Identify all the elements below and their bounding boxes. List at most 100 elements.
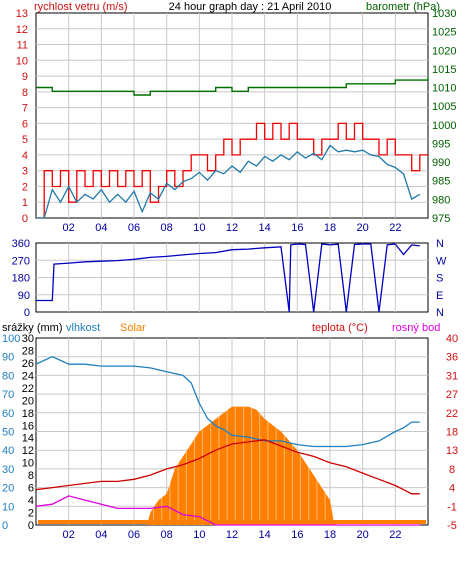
temperature-tick-label: 22 bbox=[446, 408, 458, 420]
rain-tick-label: 26 bbox=[22, 358, 34, 370]
wind-speed-tick-label: 3 bbox=[22, 166, 28, 178]
barometer-tick-label: 980 bbox=[432, 194, 450, 206]
rain-tick-label: 14 bbox=[22, 433, 34, 445]
direction-compass-tick-label: W bbox=[436, 255, 447, 267]
multi-panel-x-ticks: 02 04 06 08 10 12 14 16 18 20 22 bbox=[63, 529, 402, 541]
rain-tick-label: 4 bbox=[28, 495, 34, 507]
direction-degree-tick-label: 0 bbox=[24, 307, 30, 319]
direction-compass-tick-label: N bbox=[436, 307, 444, 319]
wind-speed-tick-label: 5 bbox=[22, 134, 28, 146]
wind-panel-x-ticks: 02 04 06 08 10 12 14 16 18 20 22 bbox=[63, 222, 402, 234]
wind-panel-x-tick-label: 14 bbox=[259, 222, 271, 234]
wind-panel-x-tick-label: 04 bbox=[95, 222, 107, 234]
humidity-axis-label: vlhkost bbox=[66, 322, 100, 334]
barometer-tick-label: 995 bbox=[432, 138, 450, 150]
humidity-ticks: 0 10 20 30 40 50 60 70 80 90 100 bbox=[2, 333, 20, 532]
humidity-tick-label: 80 bbox=[2, 370, 14, 382]
rain-tick-label: 18 bbox=[22, 408, 34, 420]
rain-tick-label: 28 bbox=[22, 345, 34, 357]
temperature-tick-label: 27 bbox=[446, 389, 458, 401]
barometer-line bbox=[36, 76, 429, 96]
solar-area bbox=[36, 406, 428, 525]
wind-speed-tick-label: 4 bbox=[22, 150, 28, 162]
barometer-tick-label: 1010 bbox=[432, 83, 456, 95]
direction-compass-tick-label: E bbox=[436, 290, 443, 302]
humidity-tick-label: 100 bbox=[2, 333, 20, 345]
wind-speed-tick-label: 12 bbox=[16, 24, 28, 36]
barometer-tick-label: 975 bbox=[432, 213, 450, 225]
wind-speed-tick-label: 1 bbox=[22, 197, 28, 209]
wind-panel-x-tick-label: 16 bbox=[291, 222, 303, 234]
wind-panel-x-tick-label: 20 bbox=[357, 222, 369, 234]
wind-average-line bbox=[36, 144, 421, 219]
wind-speed-axis-label: rychlost vetru (m/s) bbox=[34, 1, 128, 13]
barometer-tick-label: 1030 bbox=[432, 8, 456, 20]
direction-degree-ticks: 0 90 180 270 360 bbox=[12, 238, 30, 319]
multi-panel-x-tick-label: 18 bbox=[324, 529, 336, 541]
barometer-tick-label: 1015 bbox=[432, 64, 456, 76]
rain-tick-label: 22 bbox=[22, 383, 34, 395]
chart-title: 24 hour graph day : 21 April 2010 bbox=[169, 1, 332, 13]
multi-panel-x-tick-label: 14 bbox=[259, 529, 271, 541]
wind-speed-tick-label: 7 bbox=[22, 103, 28, 115]
multi-panel-x-tick-label: 04 bbox=[95, 529, 107, 541]
multi-panel-x-tick-label: 02 bbox=[63, 529, 75, 541]
wind-panel-x-tick-label: 12 bbox=[226, 222, 238, 234]
direction-compass-tick-label: N bbox=[436, 238, 444, 250]
rain-tick-label: 6 bbox=[28, 483, 34, 495]
wind-panel-x-tick-label: 18 bbox=[324, 222, 336, 234]
temperature-tick-label: 4 bbox=[449, 483, 455, 495]
wind-speed-tick-label: 11 bbox=[17, 40, 28, 52]
dewpoint-axis-label: rosný bod bbox=[392, 322, 440, 334]
wind-speed-tick-label: 8 bbox=[22, 87, 28, 99]
wind-speed-tick-label: 0 bbox=[22, 213, 28, 225]
multi-panel-x-tick-label: 12 bbox=[226, 529, 238, 541]
humidity-tick-label: 40 bbox=[2, 445, 14, 457]
wind-speed-tick-label: 9 bbox=[22, 71, 28, 83]
wind-panel-x-tick-label: 02 bbox=[63, 222, 75, 234]
barometer-tick-label: 1025 bbox=[432, 27, 456, 39]
temperature-axis-label: teplota (°C) bbox=[312, 322, 368, 334]
multi-panel-x-tick-label: 16 bbox=[291, 529, 303, 541]
humidity-tick-label: 10 bbox=[2, 501, 14, 513]
barometer-tick-label: 1020 bbox=[432, 45, 456, 57]
solar-axis-label: Solar bbox=[120, 322, 146, 334]
dewpoint-line bbox=[35, 495, 420, 526]
humidity-tick-label: 70 bbox=[2, 389, 14, 401]
direction-degree-tick-label: 90 bbox=[18, 290, 30, 302]
temperature-line bbox=[35, 439, 420, 495]
temperature-tick-label: 18 bbox=[446, 427, 458, 439]
barometer-tick-label: 1005 bbox=[432, 101, 456, 113]
direction-degree-tick-label: 270 bbox=[12, 255, 30, 267]
humidity-tick-label: 50 bbox=[2, 427, 14, 439]
wind-panel-x-tick-label: 10 bbox=[193, 222, 205, 234]
temperature-tick-label: -5 bbox=[447, 520, 457, 532]
barometer-tick-label: 990 bbox=[432, 157, 450, 169]
multi-panel-x-tick-label: 08 bbox=[161, 529, 173, 541]
wind-speed-tick-label: 6 bbox=[22, 118, 28, 130]
solar-baseline bbox=[38, 520, 426, 524]
wind-panel-x-tick-label: 22 bbox=[389, 222, 401, 234]
direction-degree-tick-label: 180 bbox=[12, 273, 30, 285]
temperature-ticks: -5 -1 4 8 13 18 22 27 31 36 40 bbox=[446, 333, 458, 532]
rain-tick-label: 12 bbox=[22, 445, 34, 457]
wind-panel-x-tick-label: 06 bbox=[128, 222, 140, 234]
multi-panel-x-tick-label: 10 bbox=[193, 529, 205, 541]
humidity-tick-label: 20 bbox=[2, 483, 14, 495]
humidity-tick-label: 30 bbox=[2, 464, 14, 476]
rain-tick-label: 2 bbox=[28, 508, 34, 520]
temperature-tick-label: -1 bbox=[447, 501, 457, 513]
rain-tick-label: 16 bbox=[22, 420, 34, 432]
barometer-axis-label: barometr (hPa) bbox=[366, 1, 440, 13]
rain-tick-label: 0 bbox=[28, 520, 34, 532]
barometer-tick-label: 1000 bbox=[432, 120, 456, 132]
rain-tick-label: 30 bbox=[22, 333, 34, 345]
wind-panel-x-tick-label: 08 bbox=[161, 222, 173, 234]
rain-tick-label: 10 bbox=[22, 458, 34, 470]
wind-speed-tick-label: 10 bbox=[16, 55, 28, 67]
humidity-line bbox=[35, 355, 420, 448]
